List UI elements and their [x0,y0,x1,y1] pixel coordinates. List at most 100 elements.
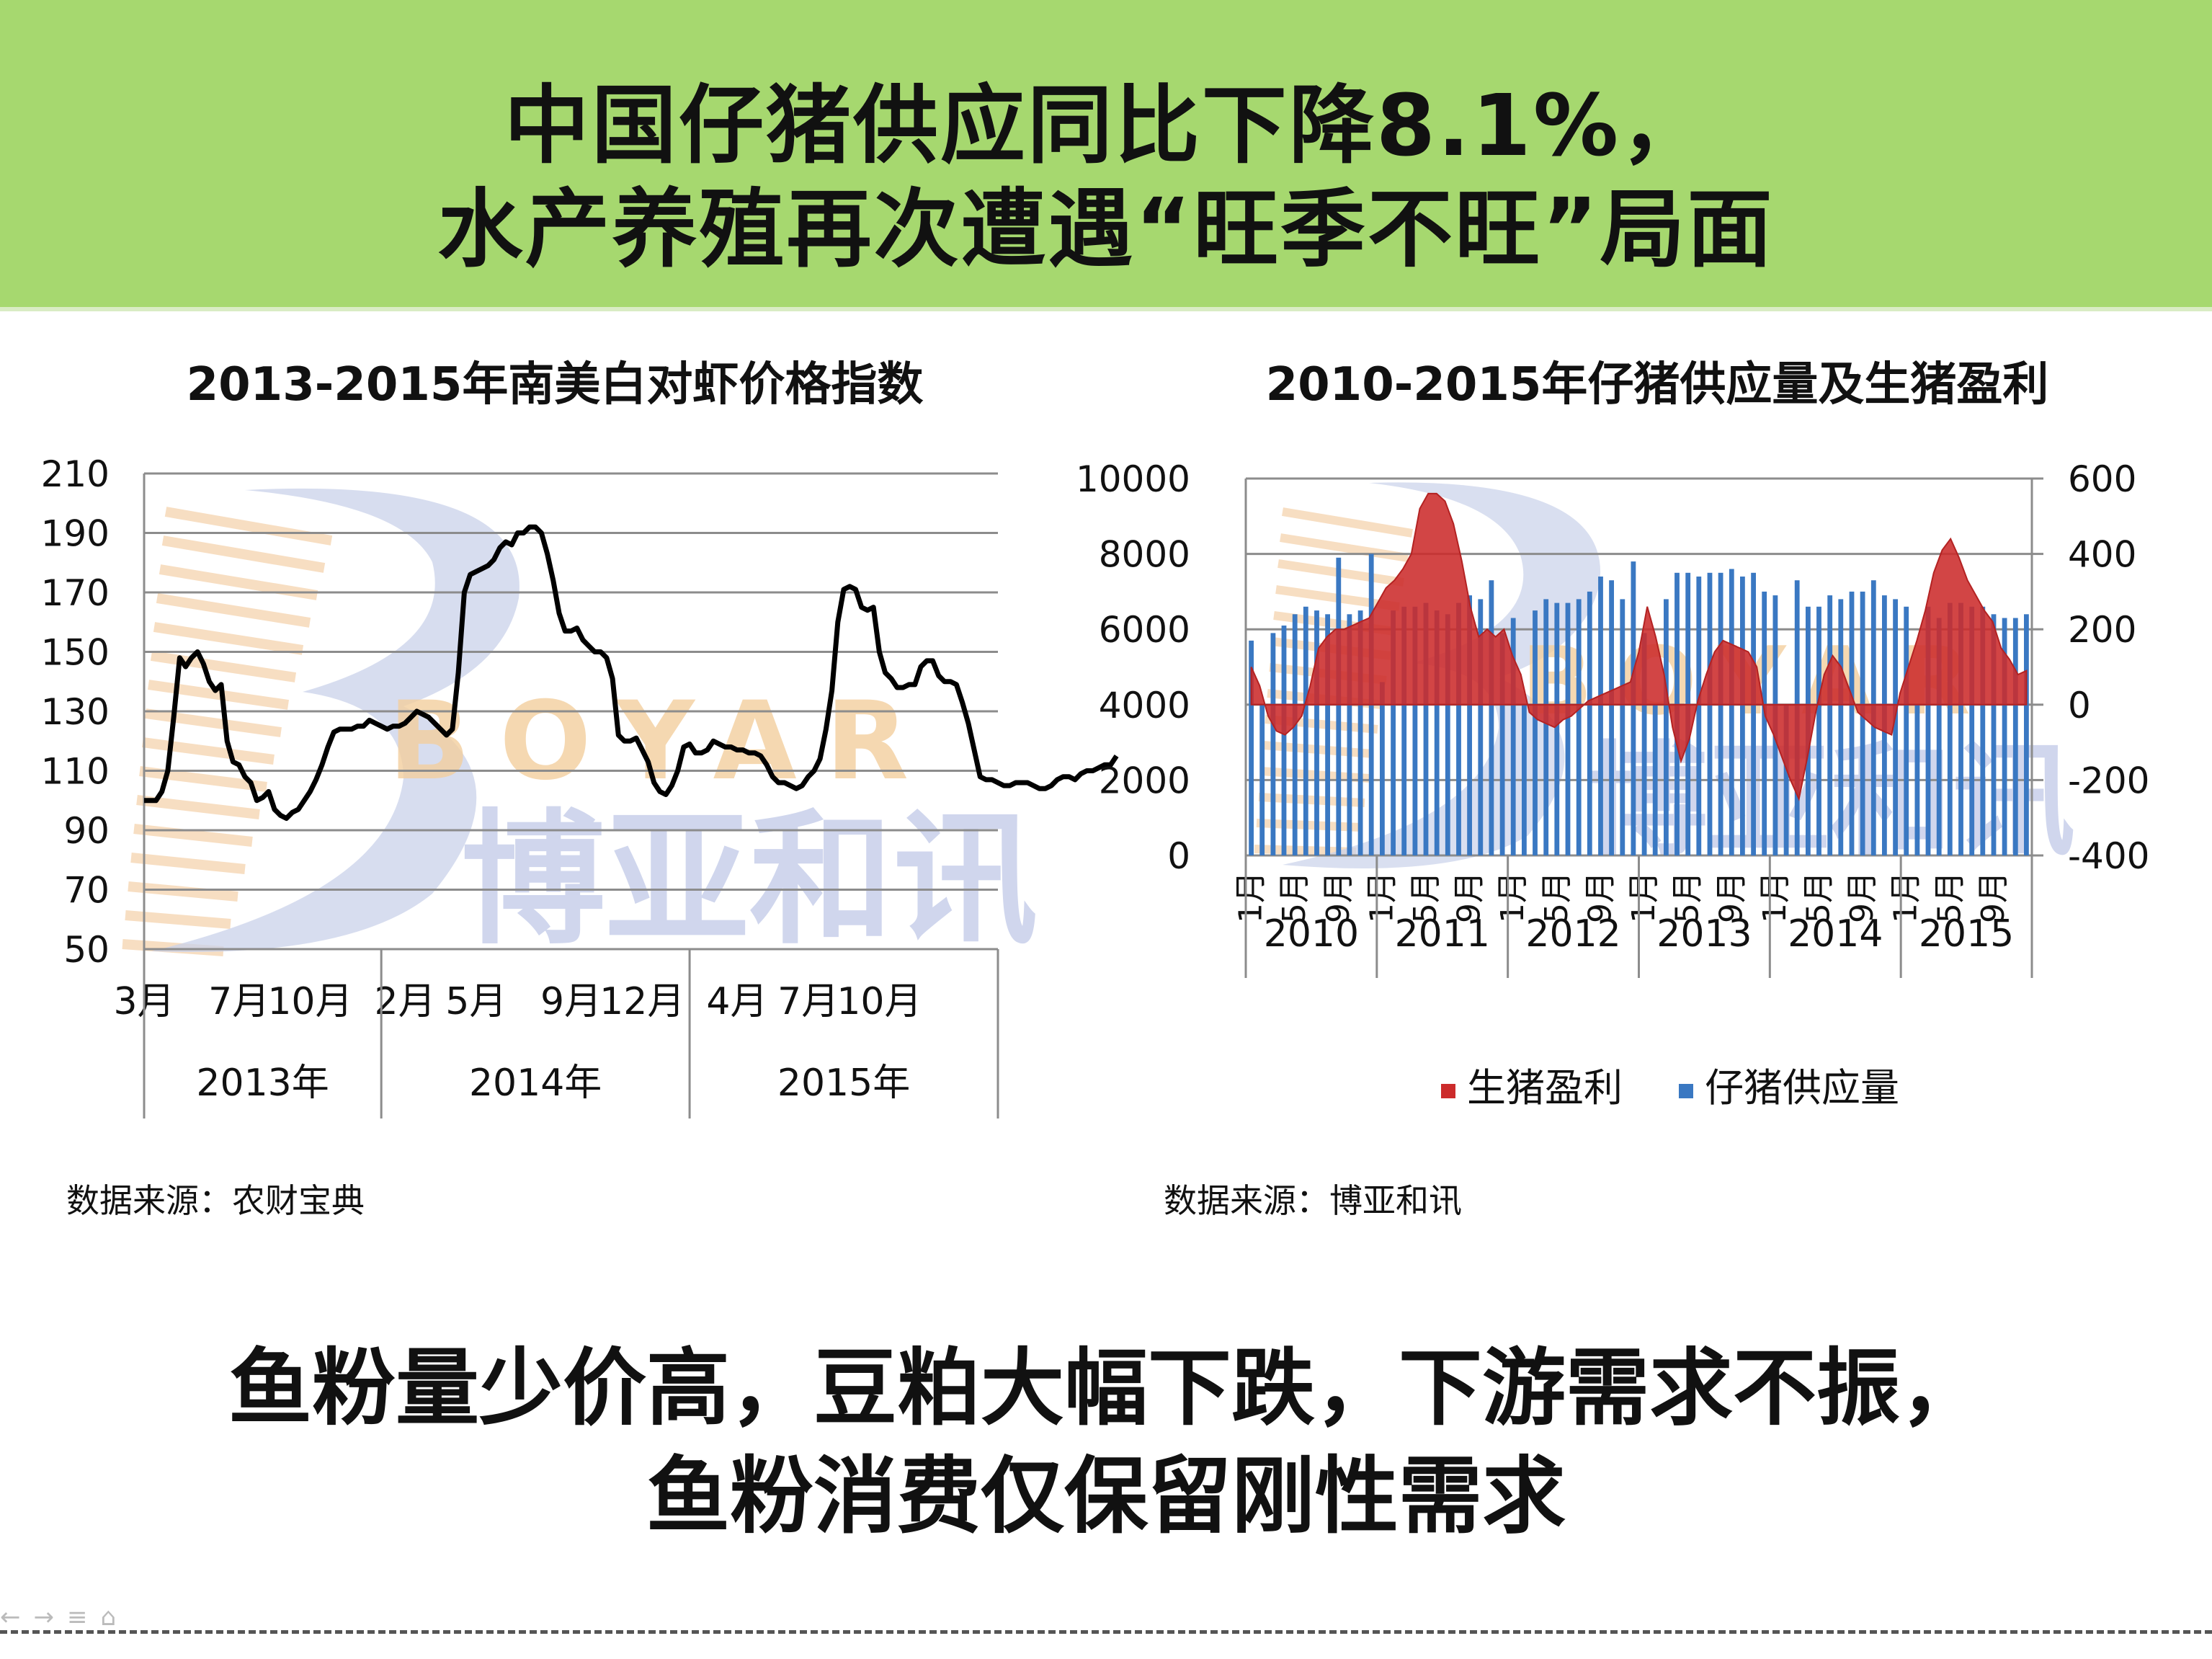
x-tick-label: 12月 [599,980,684,1023]
watermark-stripe [150,651,297,682]
x-month-label: 1月 [1757,871,1793,923]
x-month-label: 1月 [1888,871,1925,923]
supply-bar [1936,618,1942,855]
headline-line-1: 中国仔猪供应同比下降8.1%， [504,76,1708,175]
x-month-label: 1月 [1625,871,1662,923]
watermark-stripe [153,622,304,655]
supply-bar [1925,606,1931,855]
supply-bar [1740,577,1745,855]
x-month-label: 5月 [1276,871,1313,923]
watermark-stripe [1282,507,1413,538]
supply-bar [2012,618,2018,855]
supply-bar [1565,602,1571,855]
year-label: 2011 [1395,912,1490,956]
year-group-label: 2013年 [196,1062,329,1105]
y2-tick-label: -200 [2068,760,2149,801]
watermark-swoosh [151,488,519,952]
legend-swatch [1441,1084,1455,1098]
supply-bar [1281,626,1287,855]
profit-area [1250,492,2028,801]
supply-bar [1456,602,1461,855]
watermark-stripe [159,564,318,600]
supply-bar [1499,633,1505,855]
x-month-label: 5月 [1538,871,1575,923]
x-month-label: 9月 [1713,871,1749,923]
x-month-label: 9月 [1844,871,1881,923]
supply-bar [1652,704,1658,855]
x-month-label: 9月 [1320,871,1357,923]
supply-bar [1423,602,1429,855]
x-tick-label: 9月 [540,980,602,1023]
home-icon[interactable]: ⌂ [100,1603,130,1632]
left-source-note: 数据来源：农财宝典 [66,1181,365,1220]
y-tick-label: 8000 [1099,534,1190,576]
supply-bar [1816,606,1821,855]
legend-label: 仔猪供应量 [1705,1065,1899,1111]
y-tick-label: 50 [63,929,110,971]
watermark-stripe [128,881,238,902]
supply-bar [1576,599,1582,855]
y2-tick-label: -400 [2068,835,2149,877]
year-label: 2015 [1919,912,2014,956]
right-source-note: 数据来源：博亚和讯 [1164,1181,1462,1220]
y-tick-label: 10000 [1076,458,1190,500]
supply-bar [1325,614,1330,855]
supply-bar [1947,602,1953,855]
supply-bar [1249,640,1254,855]
watermark-swoosh [1283,482,1601,868]
supply-bar [1827,595,1833,855]
supply-bar [1914,704,1920,855]
slide-nav[interactable]: ←→≡⌂ [0,1603,129,1632]
supply-bar [1783,704,1789,855]
supply-bar [1620,599,1625,855]
y-tick-label: 6000 [1099,609,1190,651]
back-icon[interactable]: ← [0,1603,34,1632]
y-tick-label: 70 [63,870,110,912]
x-tick-label: 7月 [777,980,839,1023]
watermark-stripe [161,535,326,573]
y-tick-label: 210 [41,453,110,495]
supply-bar [1641,633,1647,855]
supply-bar [1489,580,1494,855]
supply-bar [1303,606,1308,855]
forward-icon[interactable]: → [33,1603,67,1632]
bottom-line-2: 鱼粉消费仅保留刚性需求 [646,1448,1566,1545]
supply-bar [1467,595,1472,855]
watermark-stripe [156,593,311,628]
x-tick-label: 7月 [208,980,269,1023]
y-tick-label: 130 [41,691,110,733]
supply-bar [1391,610,1396,855]
watermark-stripe [148,680,289,710]
supply-bar [1838,599,1844,855]
right-legend: 生猪盈利 仔猪供应量 [1441,1065,1899,1111]
supply-bar [1401,606,1407,855]
right-axes: 10000800060004000200006004002000-200-400… [1076,458,2149,978]
x-month-label: 9月 [1451,871,1488,923]
year-label: 2012 [1525,912,1620,956]
supply-bar [1696,577,1702,855]
supply-bar [1718,572,1723,856]
supply-bar [1631,561,1636,855]
menu-icon[interactable]: ≡ [67,1603,101,1632]
supply-bar [2024,614,2029,855]
x-tick-label: 5月 [445,980,507,1023]
y-tick-label: 0 [1167,835,1190,877]
x-month-label: 5月 [1407,871,1444,923]
watermark-stripe [139,766,267,792]
supply-bar [1270,633,1276,855]
supply-bar [1347,614,1352,855]
watermark-stripe [125,910,231,929]
x-month-label: 5月 [1931,871,1968,923]
legend-label: 生猪盈利 [1467,1065,1623,1111]
y-tick-label: 90 [63,810,110,852]
x-month-label: 5月 [1669,871,1706,923]
watermark-stripe [142,737,275,765]
legend-swatch [1679,1084,1693,1098]
x-tick-label: 4月 [706,980,767,1023]
x-tick-label: 10月 [267,980,352,1023]
x-month-label: 1月 [1494,871,1531,923]
y-tick-label: 110 [41,751,110,793]
supply-bar [1860,591,1865,855]
y2-tick-label: 600 [2068,458,2136,500]
